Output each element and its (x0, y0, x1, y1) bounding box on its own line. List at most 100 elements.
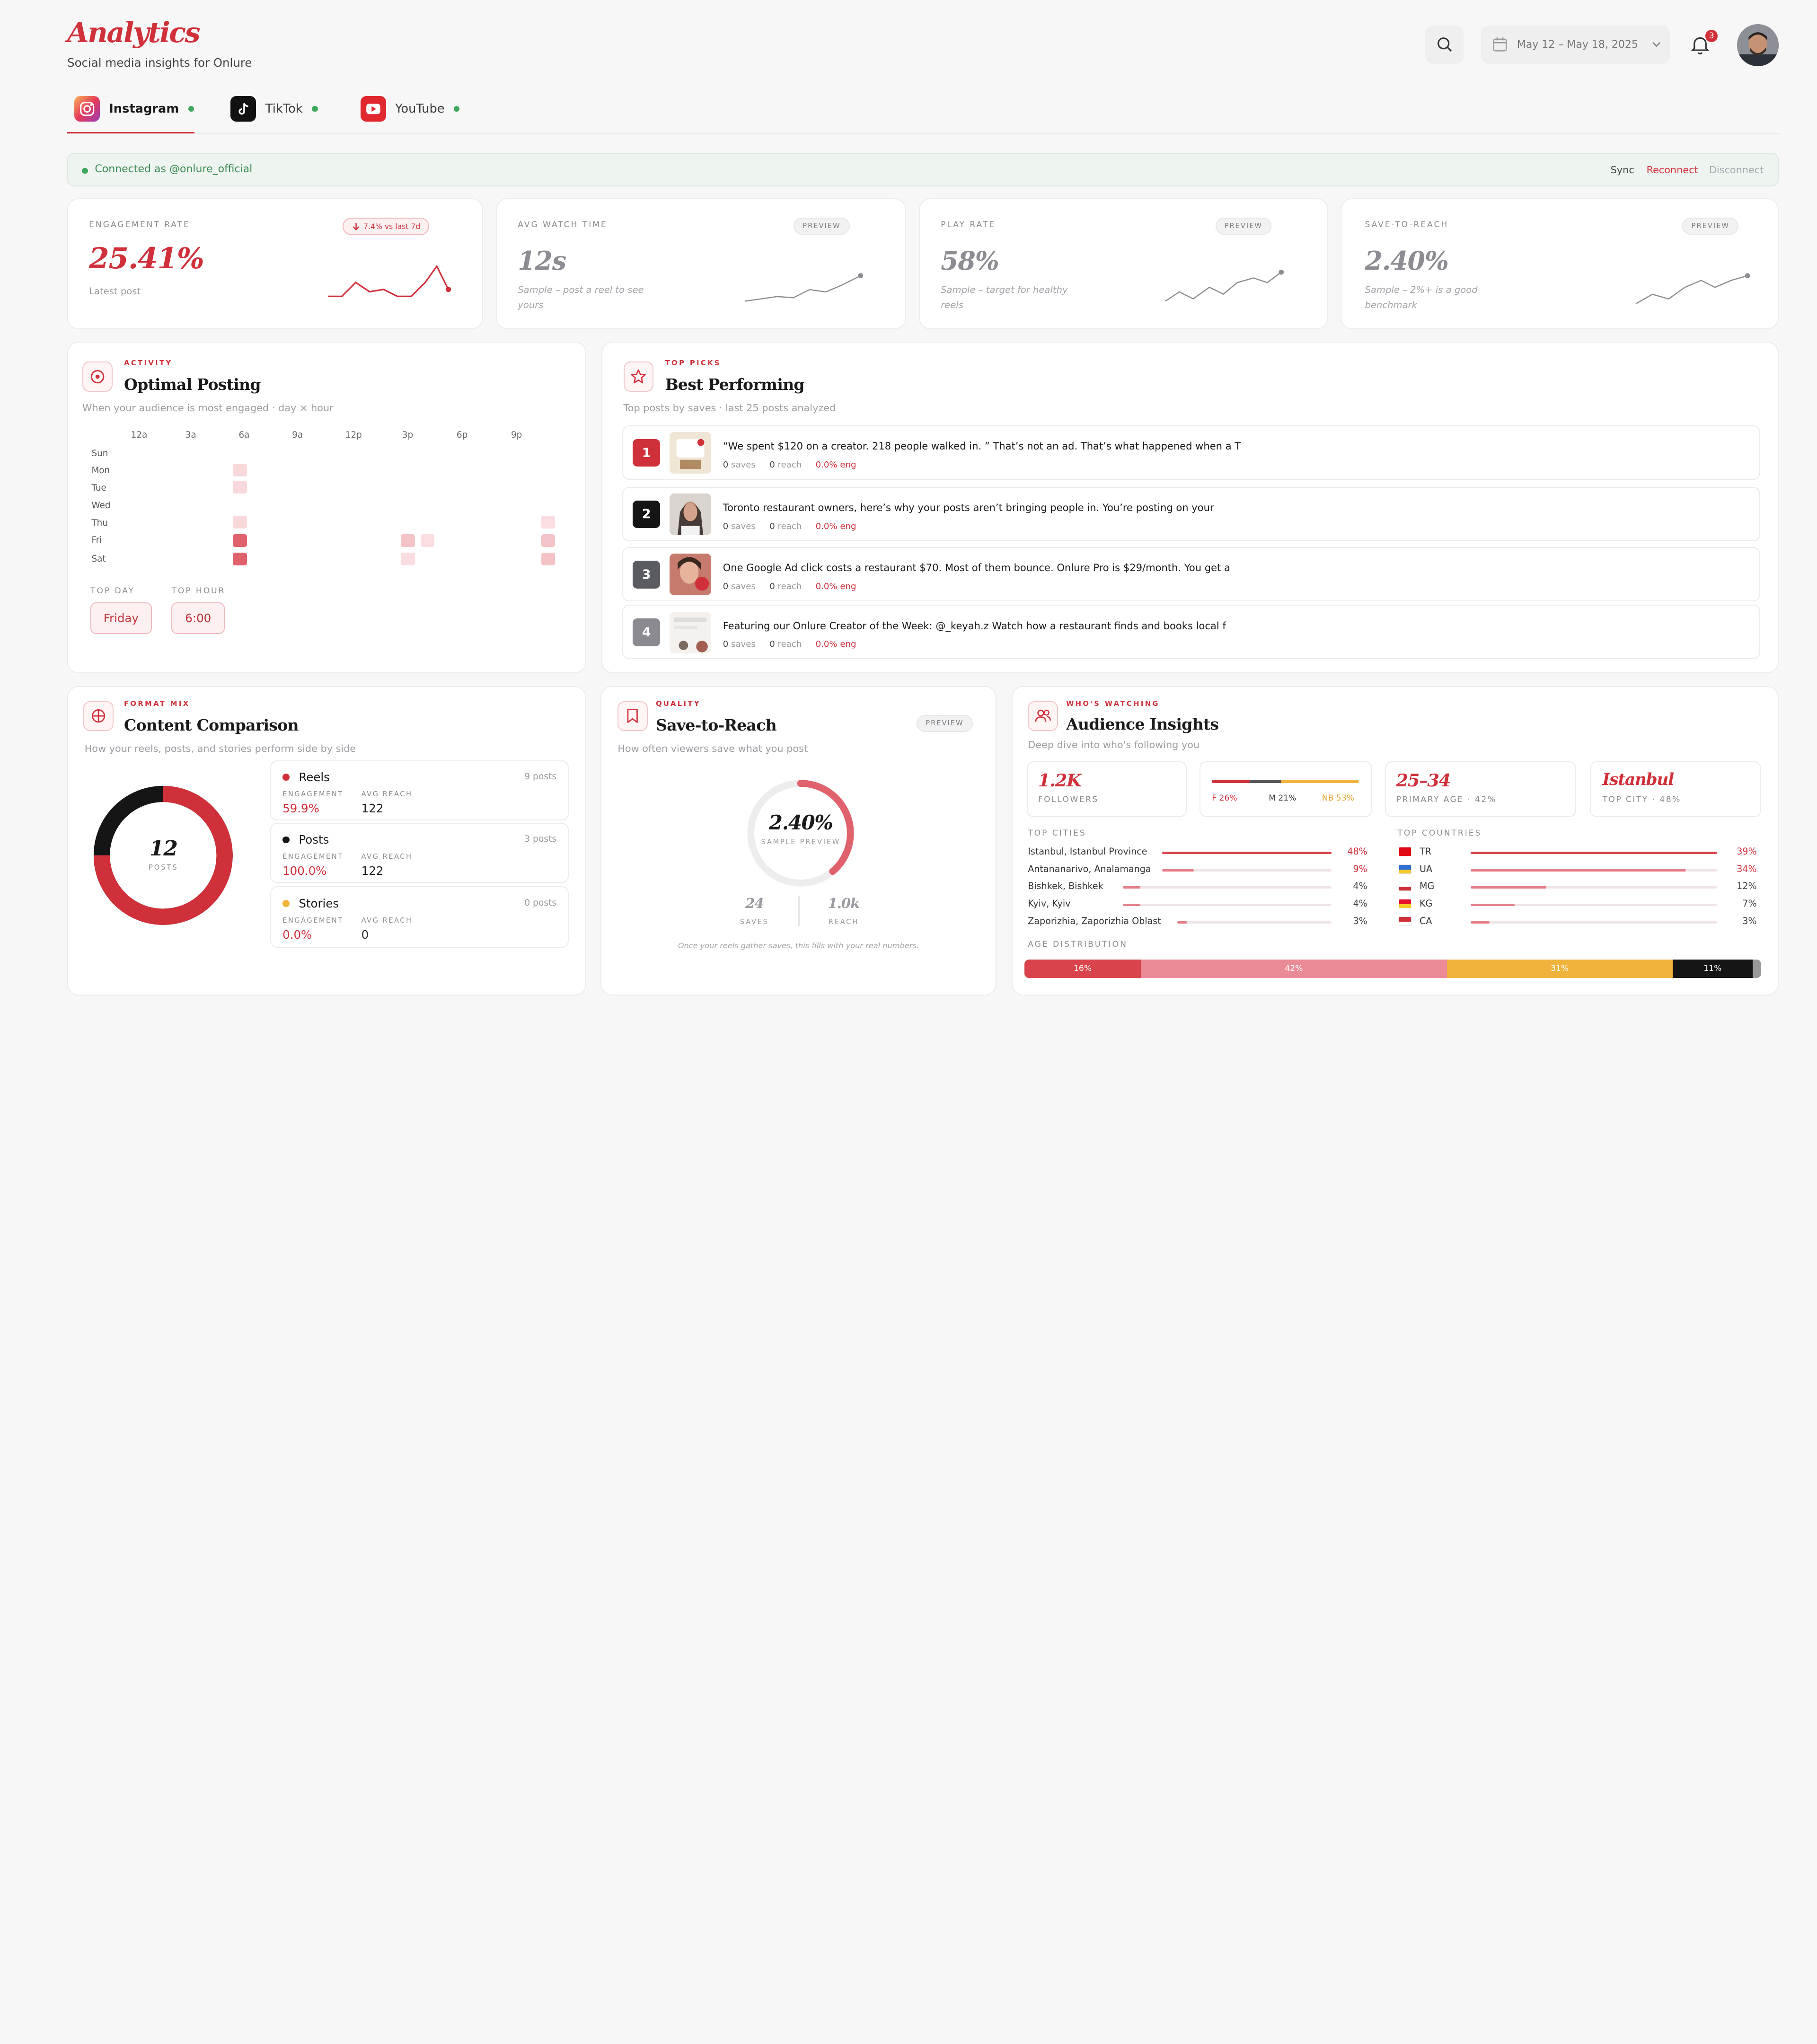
top-hour-label: TOP HOUR (171, 586, 226, 596)
tab-tiktok[interactable]: TikTok (230, 95, 318, 123)
kpi-value: 25.41% (89, 242, 204, 276)
legend-dot (282, 774, 290, 781)
followers-value: 1.2K (1038, 770, 1082, 791)
avatar-image (1737, 24, 1779, 66)
preview-badge: PREVIEW (1215, 217, 1272, 235)
saves-value: 24 (745, 894, 764, 911)
connected-dot (454, 106, 460, 112)
tab-label: TikTok (265, 102, 303, 116)
gauge-value: 2.40% (768, 811, 833, 835)
country-bar-fill (1470, 921, 1490, 924)
bell-icon (1690, 37, 1710, 55)
connection-status-dot (82, 167, 88, 174)
heatmap-cell[interactable] (541, 515, 556, 529)
country-code: CA (1420, 915, 1432, 926)
post-caption: Featuring our Onlure Creator of the Week… (723, 619, 1226, 632)
city-name: Bishkek, Bishkek (1028, 881, 1103, 892)
kpi-note: Sample – target for healthy reels (941, 284, 1068, 310)
heatmap-cell[interactable] (233, 534, 247, 547)
tab-label: Instagram (109, 102, 179, 116)
country-code: MG (1420, 881, 1435, 892)
day-label: Tue (91, 483, 106, 493)
kpi-card-play-rate: PLAY RATE PREVIEW 58% Sample – target fo… (919, 198, 1328, 329)
heatmap-cell[interactable] (233, 481, 247, 494)
notifications-button[interactable]: 3 (1690, 29, 1719, 58)
heatmap-cell[interactable] (233, 515, 247, 529)
card-subtitle: Top posts by saves · last 25 posts analy… (623, 402, 836, 414)
post-stats: 0 saves 0 reach 0.0% eng (723, 639, 856, 650)
heatmap-cell[interactable] (420, 534, 435, 547)
top-countries-label: TOP COUNTRIES (1397, 828, 1482, 838)
card-title: Content Comparison (124, 716, 299, 735)
heatmap-cell[interactable] (541, 534, 556, 547)
country-code: KG (1420, 898, 1433, 909)
sync-button[interactable]: Sync (1610, 164, 1634, 176)
kpi-card-avg-watch-time: AVG WATCH TIME PREVIEW 12s Sample – post… (496, 198, 907, 329)
heatmap-cell[interactable] (541, 553, 556, 566)
post-stats: 0 saves 0 reach 0.0% eng (723, 581, 856, 591)
followers-label: FOLLOWERS (1038, 794, 1099, 804)
country-bar-fill (1470, 852, 1718, 854)
top-post-row[interactable]: 2 Toronto restaurant owners, here’s why … (622, 486, 1761, 541)
saves-label: SAVES (740, 917, 769, 926)
age-segment: 16% (1024, 959, 1141, 978)
donut-total: 12 (149, 837, 178, 861)
city-bar-fill (1162, 852, 1332, 854)
country-code: UA (1420, 863, 1433, 874)
top-post-row[interactable]: 4 Featuring our Onlure Creator of the We… (622, 605, 1761, 660)
users-icon (1035, 710, 1051, 722)
age-segment: 11% (1672, 959, 1753, 978)
gender-nonbinary: NB 53% (1322, 793, 1354, 803)
format-name: Reels (299, 770, 330, 784)
country-pct: 39% (1737, 846, 1757, 857)
gender-bar-nonbinary (1281, 779, 1359, 784)
rank-badge: 1 (632, 439, 661, 467)
post-thumbnail (670, 493, 712, 535)
card-subtitle: How your reels, posts, and stories perfo… (84, 742, 356, 754)
audience-insights-card (1011, 686, 1779, 996)
gauge-footnote: Once your reels gather saves, this fills… (678, 941, 919, 950)
day-label: Wed (91, 500, 111, 511)
format-mix-icon-box (83, 701, 114, 731)
day-label: Mon (91, 466, 110, 476)
top-post-row[interactable]: 1 “We spent $120 on a creator. 218 peopl… (622, 425, 1761, 480)
search-button[interactable] (1425, 25, 1464, 64)
kpi-value: 2.40% (1365, 245, 1448, 276)
heatmap-cell[interactable] (233, 553, 247, 566)
format-avg-reach: 0 (361, 928, 369, 942)
chevron-down-icon (1652, 42, 1661, 47)
heatmap-cell[interactable] (233, 463, 247, 476)
heatmap-cell[interactable] (401, 553, 415, 566)
tiktok-logo-icon (230, 96, 256, 122)
top-post-row[interactable]: 3 One Google Ad click costs a restaurant… (622, 546, 1761, 602)
card-title: Save-to-Reach (656, 716, 776, 735)
day-label: Thu (91, 518, 108, 528)
gender-bar (1212, 779, 1359, 784)
instagram-logo-icon (74, 96, 100, 122)
post-stats: 0 saves 0 reach 0.0% eng (723, 521, 856, 531)
date-range-picker[interactable]: May 12 – May 18, 2025 (1481, 25, 1670, 64)
card-subtitle: Deep dive into who's following you (1028, 739, 1200, 751)
reconnect-button[interactable]: Reconnect (1646, 164, 1698, 176)
city-name: Antananarivo, Analamanga (1028, 863, 1151, 874)
avatar[interactable] (1737, 24, 1779, 66)
tab-instagram[interactable]: Instagram (74, 95, 194, 123)
tab-youtube[interactable]: YouTube (360, 95, 460, 123)
card-kicker: QUALITY (656, 700, 701, 708)
gender-bar-male (1250, 779, 1281, 784)
page-title: Analytics (67, 16, 201, 49)
day-label: Sun (91, 448, 108, 458)
format-count: 0 posts (524, 898, 556, 908)
heatmap-cell[interactable] (401, 534, 415, 547)
card-kicker: TOP PICKS (665, 359, 721, 368)
country-bar-fill (1470, 886, 1547, 889)
card-subtitle: How often viewers save what you post (617, 742, 808, 754)
country-bar-track (1470, 869, 1718, 872)
kpi-note: Latest post (89, 286, 141, 297)
preview-badge: PREVIEW (917, 715, 973, 732)
city-name: Zaporizhia, Zaporizhia Oblast (1028, 915, 1161, 926)
disconnect-button[interactable]: Disconnect (1709, 164, 1764, 176)
kpi-value: 12s (518, 245, 566, 276)
post-thumbnail (670, 554, 712, 596)
city-name: Istanbul, Istanbul Province (1028, 846, 1147, 857)
